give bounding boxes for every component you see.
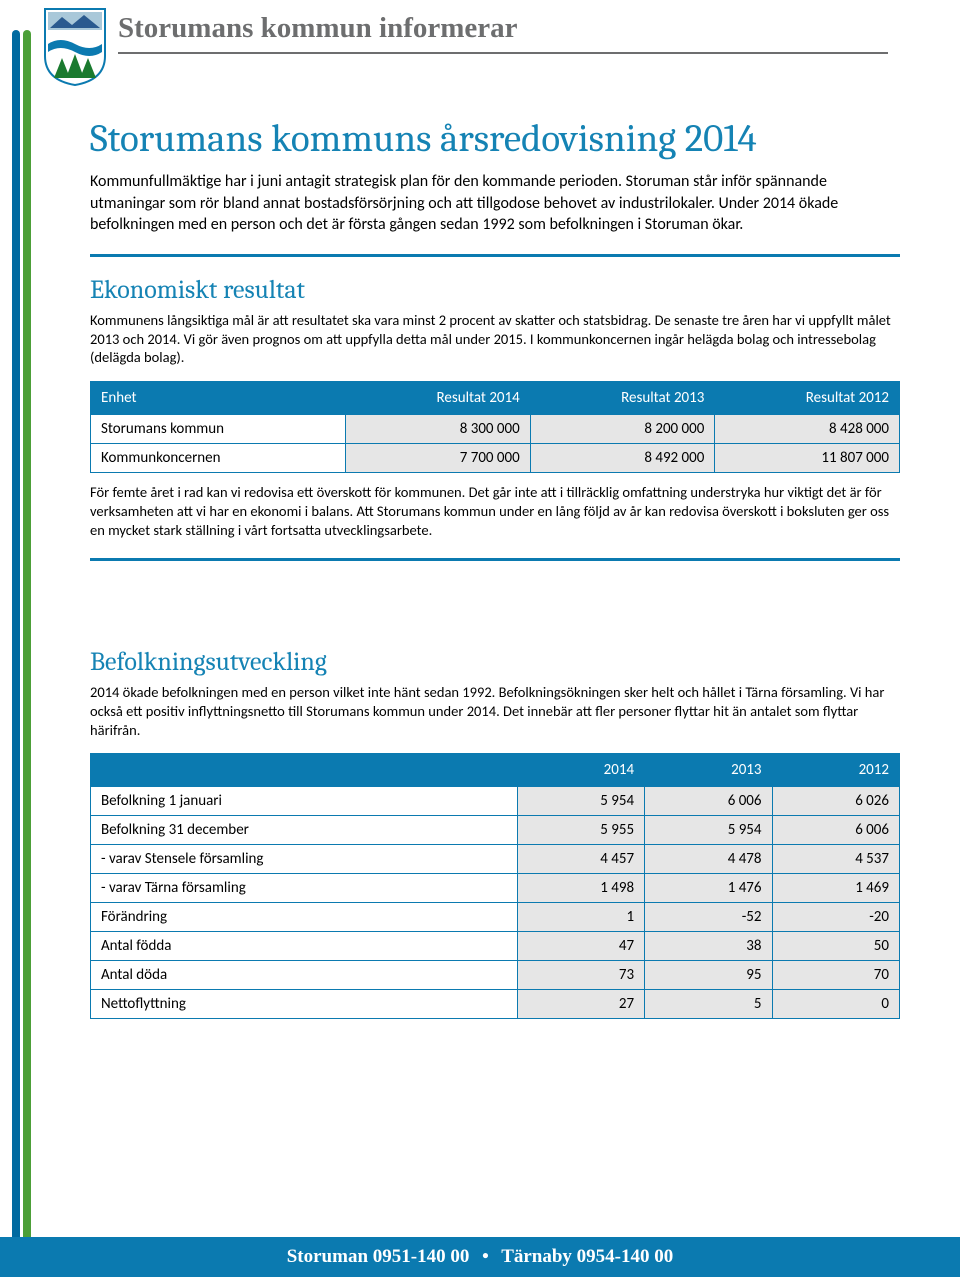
column-header (91, 754, 518, 787)
stripe-green (23, 30, 31, 1277)
table-row: - varav Tärna församling 1 498 1 476 1 4… (91, 874, 900, 903)
table-header-row: Enhet Resultat 2014 Resultat 2013 Result… (91, 382, 900, 415)
table-cell-value: 8 428 000 (715, 415, 900, 444)
table-cell-label: Storumans kommun (91, 415, 346, 444)
divider (90, 254, 900, 257)
intro-paragraph: Kommunfullmäktige har i juni antagit str… (90, 171, 900, 236)
table-cell-value: 73 (517, 961, 644, 990)
table-row: Befolkning 1 januari 5 954 6 006 6 026 (91, 787, 900, 816)
municipality-crest-icon (44, 8, 106, 86)
table-cell-value: 6 006 (645, 787, 772, 816)
content: Storumans kommuns årsredovisning 2014 Ko… (90, 116, 900, 1029)
table-cell-value: 1 469 (772, 874, 899, 903)
table-cell-value: 5 (645, 990, 772, 1019)
table-cell-value: 70 (772, 961, 899, 990)
table-cell-value: 8 492 000 (530, 444, 715, 473)
table-cell-label: Förändring (91, 903, 518, 932)
table-cell-label: Befolkning 31 december (91, 816, 518, 845)
table-row: Antal döda 73 95 70 (91, 961, 900, 990)
table-cell-label: - varav Tärna församling (91, 874, 518, 903)
column-header: Enhet (91, 382, 346, 415)
economy-paragraph-2: För femte året i rad kan vi redovisa ett… (90, 483, 900, 540)
table-cell-label: Antal döda (91, 961, 518, 990)
table-cell-value: 4 478 (645, 845, 772, 874)
column-header: Resultat 2012 (715, 382, 900, 415)
table-cell-label: - varav Stensele församling (91, 845, 518, 874)
table-cell-value: -20 (772, 903, 899, 932)
section-heading-economy: Ekonomiskt resultat (90, 275, 900, 305)
table-cell-value: 5 954 (517, 787, 644, 816)
stripe-blue (12, 30, 20, 1277)
divider (90, 558, 900, 561)
table-cell-value: 1 498 (517, 874, 644, 903)
page: Storumans kommun informerar Storumans ko… (0, 0, 960, 1277)
table-cell-value: 6 026 (772, 787, 899, 816)
column-header: Resultat 2014 (346, 382, 531, 415)
column-header: 2014 (517, 754, 644, 787)
column-header: 2013 (645, 754, 772, 787)
header-rule (118, 52, 888, 54)
table-row: Nettoflyttning 27 5 0 (91, 990, 900, 1019)
table-cell-label: Antal födda (91, 932, 518, 961)
table-cell-label: Nettoflyttning (91, 990, 518, 1019)
table-cell-value: 95 (645, 961, 772, 990)
table-cell-value: 8 300 000 (346, 415, 531, 444)
table-cell-value: 7 700 000 (346, 444, 531, 473)
table-cell-value: 5 955 (517, 816, 644, 845)
column-header: 2012 (772, 754, 899, 787)
table-cell-value: 27 (517, 990, 644, 1019)
table-cell-value: -52 (645, 903, 772, 932)
table-cell-value: 4 537 (772, 845, 899, 874)
bullet-icon: • (482, 1246, 489, 1267)
table-row: Befolkning 31 december 5 955 5 954 6 006 (91, 816, 900, 845)
table-cell-label: Befolkning 1 januari (91, 787, 518, 816)
table-cell-value: 47 (517, 932, 644, 961)
economy-result-table: Enhet Resultat 2014 Resultat 2013 Result… (90, 381, 900, 473)
population-table: 2014 2013 2012 Befolkning 1 januari 5 95… (90, 753, 900, 1019)
table-cell-label: Kommunkoncernen (91, 444, 346, 473)
column-header: Resultat 2013 (530, 382, 715, 415)
section-heading-population: Befolkningsutveckling (90, 647, 900, 677)
footer-bar: Storuman 0951-140 00 • Tärnaby 0954-140 … (0, 1237, 960, 1277)
table-cell-value: 4 457 (517, 845, 644, 874)
table-cell-value: 38 (645, 932, 772, 961)
table-cell-value: 50 (772, 932, 899, 961)
population-paragraph: 2014 ökade befolkningen med en person vi… (90, 683, 900, 740)
economy-paragraph-1: Kommunens långsiktiga mål är att resulta… (90, 311, 900, 368)
table-cell-value: 0 (772, 990, 899, 1019)
table-cell-value: 1 476 (645, 874, 772, 903)
table-header-row: 2014 2013 2012 (91, 754, 900, 787)
table-row: Förändring 1 -52 -20 (91, 903, 900, 932)
table-row: Antal födda 47 38 50 (91, 932, 900, 961)
side-stripes (12, 30, 34, 1277)
table-row: - varav Stensele församling 4 457 4 478 … (91, 845, 900, 874)
footer-phone-storuman: Storuman 0951-140 00 (287, 1246, 470, 1267)
header-title: Storumans kommun informerar (118, 12, 518, 45)
page-title: Storumans kommuns årsredovisning 2014 (90, 116, 900, 161)
table-cell-value: 1 (517, 903, 644, 932)
table-cell-value: 11 807 000 (715, 444, 900, 473)
table-row: Kommunkoncernen 7 700 000 8 492 000 11 8… (91, 444, 900, 473)
footer-phone-tarnaby: Tärnaby 0954-140 00 (501, 1246, 673, 1267)
table-cell-value: 6 006 (772, 816, 899, 845)
table-cell-value: 5 954 (645, 816, 772, 845)
table-cell-value: 8 200 000 (530, 415, 715, 444)
spacer (90, 579, 900, 647)
table-row: Storumans kommun 8 300 000 8 200 000 8 4… (91, 415, 900, 444)
